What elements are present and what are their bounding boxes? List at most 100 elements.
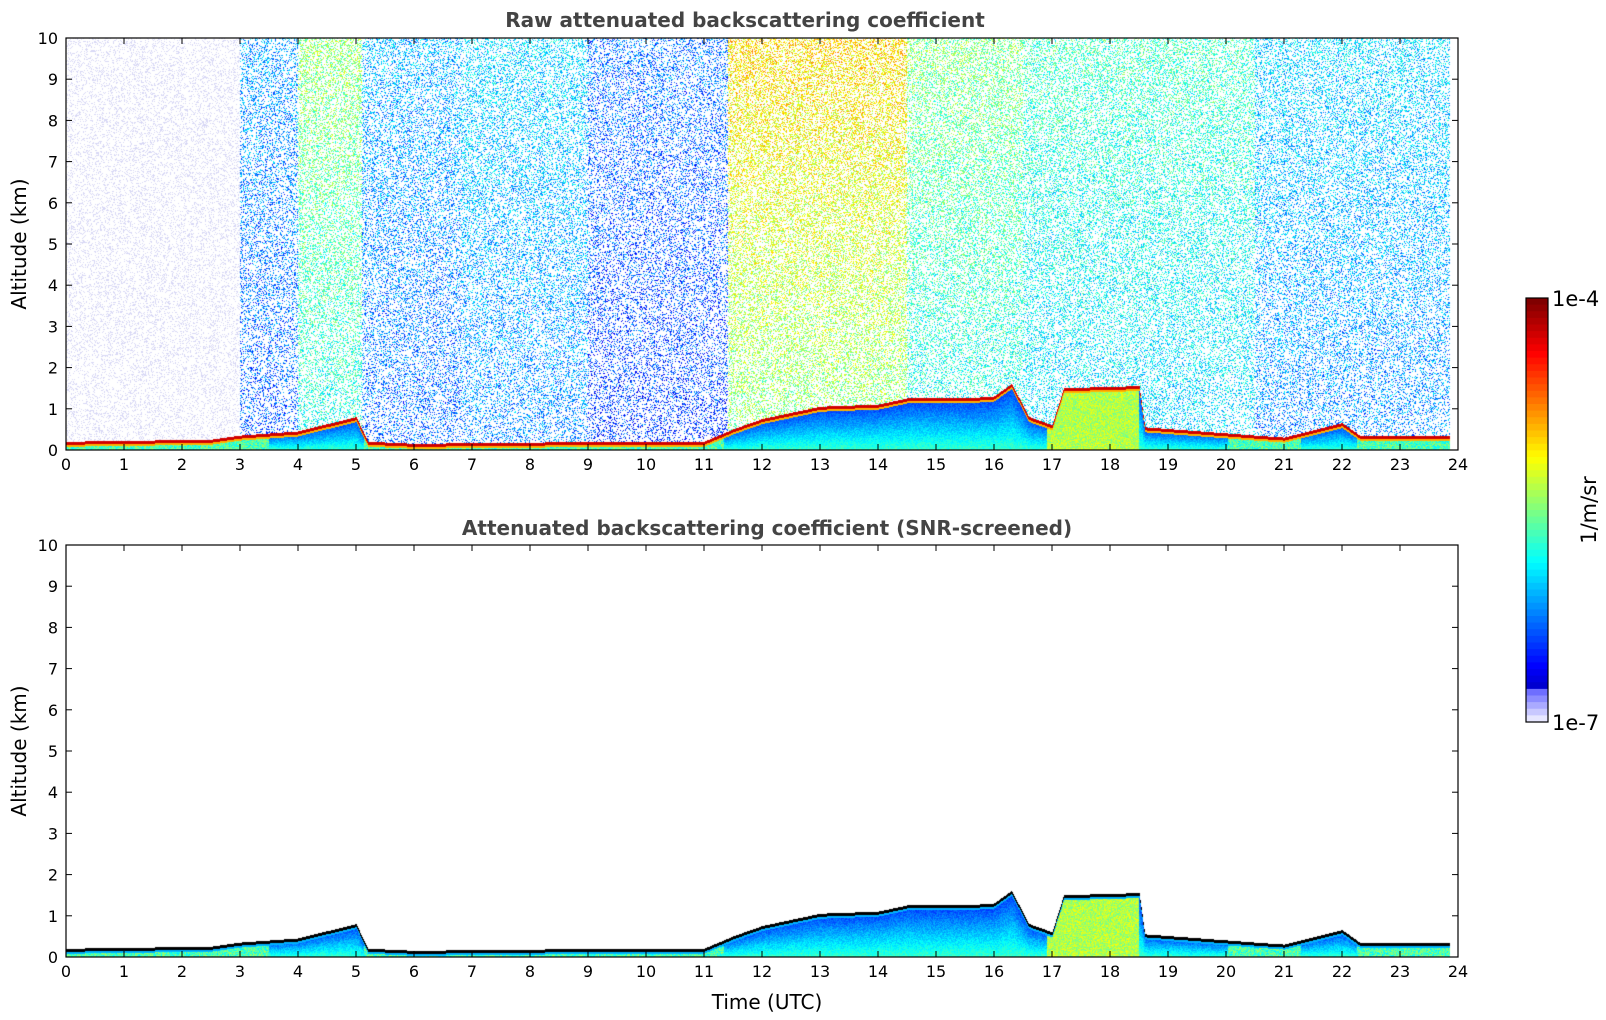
colorbar-band (1526, 622, 1548, 630)
screened-y-axis-label: Altitude (km) (7, 685, 31, 816)
colorbar-max-label: 1e-4 (1552, 287, 1599, 311)
colorbar-band (1526, 582, 1548, 591)
colorbar-band (1526, 357, 1548, 365)
colorbar-frame (1525, 297, 1549, 723)
colorbar-band (1526, 688, 1548, 697)
raw-y-axis-label: Altitude (km) (7, 178, 31, 309)
colorbar-band (1526, 317, 1548, 326)
colorbar-gradient (1526, 298, 1548, 723)
x-tick-label: 10 (636, 455, 656, 474)
colorbar-band (1526, 351, 1548, 359)
raw-backscatter-panel: Raw attenuated backscattering coefficien… (7, 8, 1468, 474)
x-tick-label: 19 (1158, 962, 1178, 981)
colorbar-band (1526, 543, 1548, 551)
colorbar-band (1526, 616, 1548, 624)
colorbar-band (1526, 523, 1548, 531)
colorbar-band (1526, 443, 1548, 451)
x-tick-label: 7 (467, 455, 477, 474)
x-tick-label: 2 (177, 455, 187, 474)
colorbar-band (1526, 675, 1548, 683)
colorbar-band (1526, 298, 1548, 306)
colorbar-band (1526, 695, 1548, 703)
x-tick-label: 20 (1216, 455, 1236, 474)
colorbar-band (1526, 563, 1548, 571)
y-tick-label: 1 (48, 400, 58, 419)
y-tick-label: 9 (48, 70, 58, 89)
colorbar-band (1526, 529, 1548, 538)
raw-panel-title: Raw attenuated backscattering coefficien… (505, 8, 985, 32)
y-tick-label: 10 (38, 29, 58, 48)
x-axis-label: Time (UTC) (711, 990, 823, 1014)
x-tick-label: 14 (868, 455, 888, 474)
y-tick-label: 7 (48, 660, 58, 679)
y-tick-label: 4 (48, 783, 58, 802)
colorbar-band (1526, 311, 1548, 319)
colorbar-band (1526, 516, 1548, 524)
x-tick-label: 16 (984, 962, 1004, 981)
y-tick-label: 1 (48, 907, 58, 926)
colorbar-band (1526, 470, 1548, 478)
x-tick-label: 19 (1158, 455, 1178, 474)
x-tick-label: 21 (1274, 455, 1294, 474)
colorbar-band (1526, 377, 1548, 385)
colorbar-band (1526, 344, 1548, 352)
colorbar-band (1526, 682, 1548, 690)
x-tick-label: 11 (694, 962, 714, 981)
x-tick-label: 6 (409, 962, 419, 981)
colorbar-band (1526, 569, 1548, 577)
colorbar-units-label: 1/m/sr (1577, 476, 1601, 544)
x-tick-label: 0 (61, 455, 71, 474)
x-tick-label: 14 (868, 962, 888, 981)
colorbar-band (1526, 370, 1548, 379)
colorbar-band (1526, 629, 1548, 637)
y-tick-label: 6 (48, 194, 58, 213)
x-tick-label: 17 (1042, 455, 1062, 474)
x-tick-label: 3 (235, 455, 245, 474)
colorbar-band (1526, 596, 1548, 604)
x-tick-label: 8 (525, 455, 535, 474)
x-tick-label: 6 (409, 455, 419, 474)
x-tick-label: 7 (467, 962, 477, 981)
y-tick-label: 3 (48, 317, 58, 336)
colorbar-band (1526, 649, 1548, 657)
colorbar-band (1526, 715, 1548, 723)
colorbar-band (1526, 702, 1548, 710)
x-tick-label: 24 (1448, 962, 1468, 981)
x-tick-label: 20 (1216, 962, 1236, 981)
colorbar-band (1526, 510, 1548, 518)
colorbar-band (1526, 423, 1548, 432)
y-tick-label: 0 (48, 441, 58, 460)
colorbar-band (1526, 536, 1548, 544)
colorbar-band (1526, 669, 1548, 677)
x-tick-label: 21 (1274, 962, 1294, 981)
screened-backscatter-heatmap (66, 545, 1458, 957)
y-tick-label: 4 (48, 276, 58, 295)
colorbar-band (1526, 397, 1548, 405)
colorbar-band (1526, 642, 1548, 650)
colorbar-band (1526, 476, 1548, 485)
y-tick-label: 10 (38, 536, 58, 555)
colorbar-band (1526, 556, 1548, 564)
y-tick-label: 5 (48, 235, 58, 254)
x-tick-label: 8 (525, 962, 535, 981)
x-tick-label: 4 (293, 962, 303, 981)
x-tick-label: 17 (1042, 962, 1062, 981)
colorbar-band (1526, 457, 1548, 465)
colorbar-band (1526, 337, 1548, 345)
colorbar-band (1526, 490, 1548, 498)
colorbar-band (1526, 450, 1548, 458)
x-tick-label: 4 (293, 455, 303, 474)
x-tick-label: 15 (926, 962, 946, 981)
x-tick-label: 3 (235, 962, 245, 981)
y-tick-label: 6 (48, 701, 58, 720)
y-tick-label: 9 (48, 577, 58, 596)
x-tick-label: 15 (926, 455, 946, 474)
colorbar-band (1526, 404, 1548, 412)
colorbar-band (1526, 390, 1548, 398)
y-tick-label: 8 (48, 111, 58, 130)
x-tick-label: 1 (119, 962, 129, 981)
colorbar-band (1526, 324, 1548, 332)
colorbar-band (1526, 430, 1548, 438)
x-tick-label: 18 (1100, 455, 1120, 474)
